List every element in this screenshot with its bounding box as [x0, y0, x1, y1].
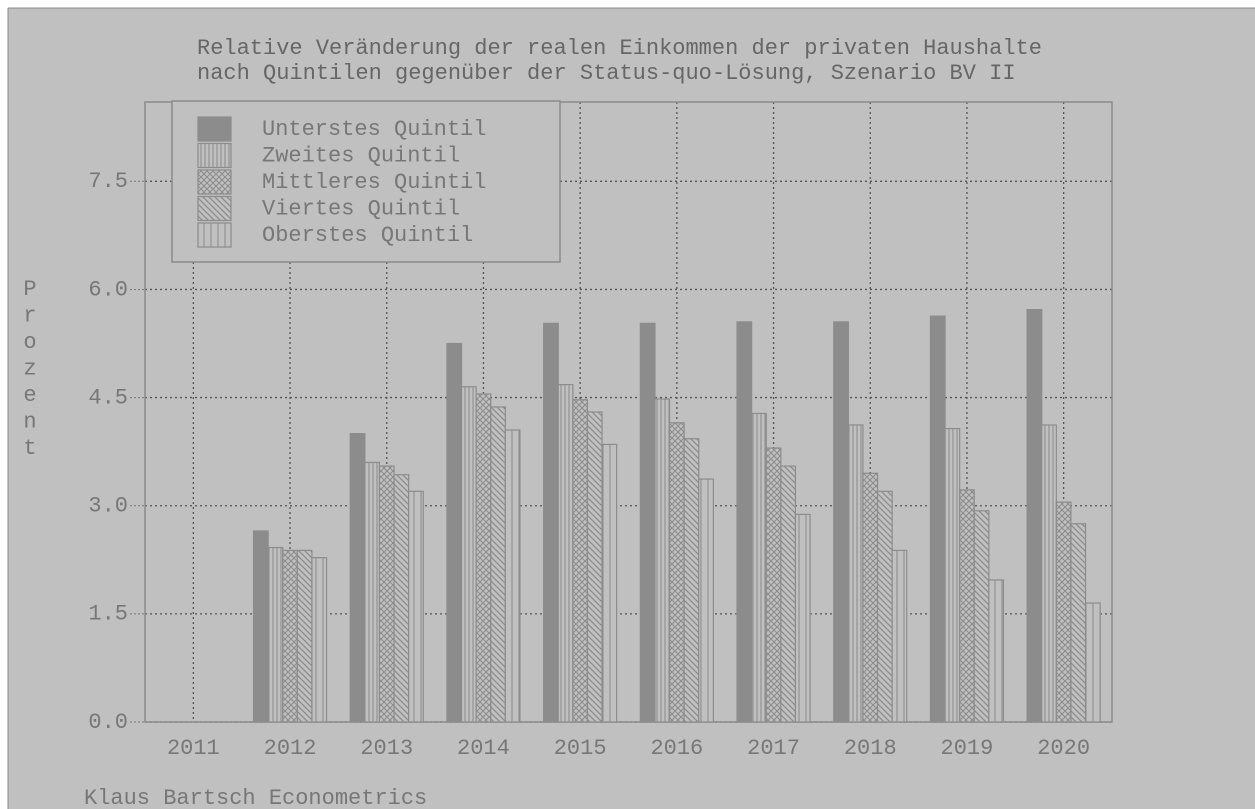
legend-swatch [197, 222, 232, 248]
x-tick-label: 2012 [264, 736, 317, 761]
bar [959, 489, 975, 723]
bar [393, 474, 410, 723]
bar [833, 321, 849, 723]
bar [891, 549, 908, 723]
chart-title: nach Quintilen gegenüber der Status-quo-… [197, 61, 1016, 86]
bar [446, 342, 463, 723]
bar [364, 461, 381, 723]
bar [282, 549, 298, 723]
x-tick-label: 2018 [844, 736, 897, 761]
y-tick-label: 6.0 [88, 277, 128, 302]
bar [543, 322, 559, 723]
x-tick-label: 2013 [360, 736, 413, 761]
legend-label: Zweites Quintil [262, 143, 460, 168]
bar [1055, 501, 1072, 723]
bar [504, 429, 521, 723]
chart-title: Relative Veränderung der realen Einkomme… [197, 36, 1042, 61]
bar [751, 412, 767, 723]
bar [557, 384, 574, 723]
y-tick-label: 0.0 [88, 710, 128, 735]
bar [1026, 309, 1043, 723]
legend-label: Oberstes Quintil [262, 223, 473, 248]
x-tick-label: 2017 [747, 736, 800, 761]
legend-swatch [197, 195, 232, 222]
x-tick-label: 2011 [167, 736, 220, 761]
bar [639, 322, 656, 723]
legend-swatch [197, 169, 232, 195]
bar [780, 465, 797, 723]
y-tick-label: 1.5 [88, 602, 128, 627]
bar [736, 321, 753, 723]
bar [794, 513, 811, 723]
bar [252, 530, 269, 723]
bar [296, 549, 313, 723]
bar [1070, 523, 1087, 723]
plot-frame [144, 101, 1113, 723]
bar [601, 443, 618, 723]
y-tick-label: 4.5 [88, 385, 128, 410]
bar [683, 438, 700, 723]
bar [311, 557, 328, 723]
x-tick-label: 2014 [457, 736, 510, 761]
x-tick-label: 2019 [941, 736, 994, 761]
x-tick-label: 2015 [554, 736, 607, 761]
y-tick-label: 7.5 [88, 169, 128, 194]
bar [988, 579, 1005, 723]
bar [490, 406, 506, 723]
legend-swatch [197, 116, 232, 142]
legend-label: Unterstes Quintil [262, 117, 486, 142]
bar [1041, 424, 1057, 723]
bar [586, 411, 603, 723]
bar [349, 433, 366, 723]
legend-swatch [197, 142, 232, 169]
legend-label: Mittleres Quintil [262, 170, 486, 195]
legend-label: Viertes Quintil [262, 196, 460, 221]
y-tick-label: 3.0 [88, 494, 128, 519]
bar [475, 393, 492, 723]
bar [267, 546, 284, 723]
bar [654, 398, 671, 723]
bar [973, 510, 990, 723]
bar [876, 490, 893, 723]
bar [1084, 602, 1101, 723]
bar [408, 490, 424, 723]
bar [698, 478, 714, 723]
legend-box [171, 100, 561, 263]
x-tick-label: 2016 [650, 736, 703, 761]
bar [668, 422, 685, 723]
bar [862, 472, 879, 723]
bar [944, 427, 961, 723]
x-tick-label: 2020 [1037, 736, 1090, 761]
bar [378, 465, 395, 723]
bar [460, 386, 477, 723]
bar [572, 399, 589, 723]
bar [765, 447, 782, 723]
bar [847, 424, 864, 723]
footer: Klaus Bartsch Econometrics [84, 786, 427, 809]
bar [929, 315, 946, 723]
